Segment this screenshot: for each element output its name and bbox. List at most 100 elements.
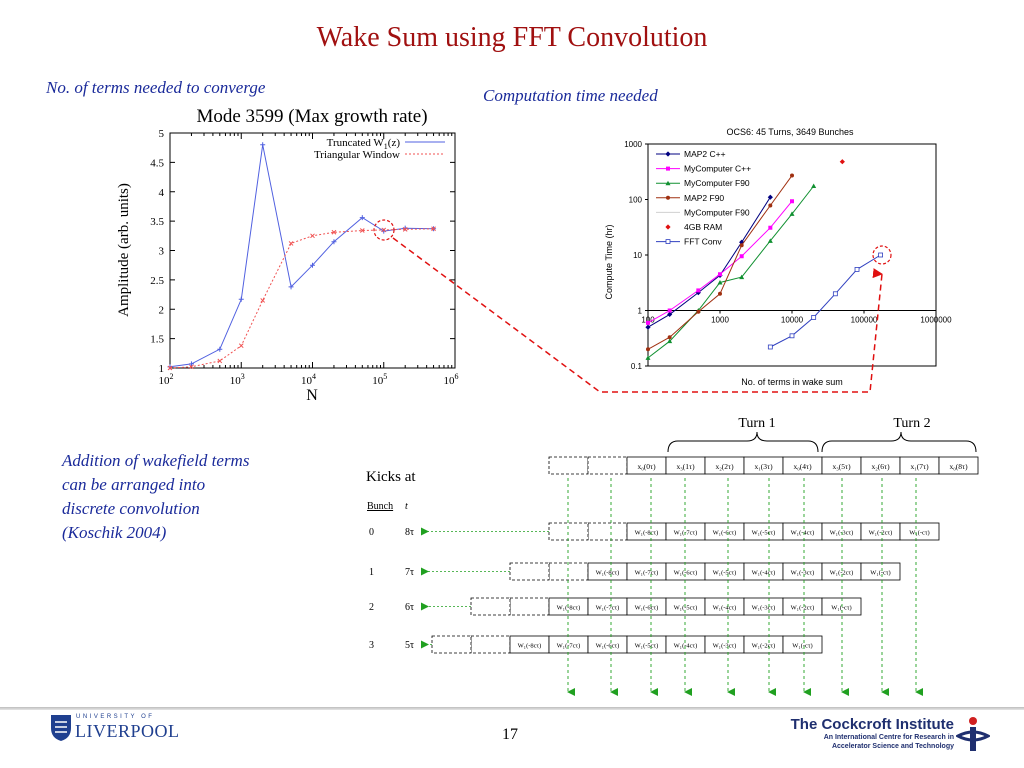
chart2-point — [646, 320, 650, 325]
chart2-point — [767, 238, 773, 243]
chart2-legend-marker — [666, 166, 670, 171]
chart1-point — [331, 239, 337, 245]
page-number: 17 — [502, 726, 518, 743]
chart1-xtick-label: 104 — [301, 372, 316, 387]
chart2-point — [739, 274, 745, 280]
chart2-legend-marker — [666, 195, 670, 200]
highlight-circle-fft — [872, 245, 892, 265]
chart2-ytick-label: 0.1 — [631, 362, 643, 371]
chart1-ylabel: Amplitude (arb. units) — [116, 183, 132, 317]
diagram-wake-cell-label: W₁(-5cτ) — [674, 605, 698, 612]
diagram-empty-cell — [587, 456, 628, 475]
figure-canvas: Mode 3599 (Max growth rate) 1 1.5 2 2.5 3 3.5… — [116, 106, 979, 696]
chart1-point — [310, 262, 315, 268]
diagram-bunch-label: 3 — [369, 640, 374, 651]
chart2-ytick-label: 1 — [638, 307, 643, 316]
diagram-wake-cell-label: W₁(-2cτ) — [830, 570, 854, 577]
chart2-point — [739, 239, 745, 245]
caption-time: Computation time needed — [483, 86, 658, 105]
chart2-legend-label: MAP2 F90 — [684, 193, 724, 203]
footer-rule — [0, 707, 1024, 710]
chart2-point — [768, 225, 773, 230]
chart2-legend-label: 4GB RAM — [684, 222, 722, 232]
chart1-point — [359, 228, 365, 233]
connector-arrow — [392, 237, 883, 393]
diagram-wake-cell — [782, 635, 823, 654]
diagram-wake-cell-label: W₁(-3cτ) — [791, 570, 815, 577]
diagram-wake-cell-label: W₁(-4cτ) — [752, 570, 776, 577]
chart2-legend-label: MyComputer C++ — [684, 164, 751, 174]
chart1-xtick-label: 105 — [372, 372, 387, 387]
turn1-label: Turn 1 — [738, 416, 775, 431]
diagram-wake-cell-label: W₁(-cτ) — [909, 530, 929, 537]
slide-title: Wake Sum using FFT Convolution — [316, 22, 708, 53]
liverpool-logo: UNIVERSITY OF LIVERPOOL — [50, 714, 179, 744]
diagram-wake-cell-label: W₁(-4cτ) — [674, 643, 698, 650]
chart2-xtick-label: 10000 — [781, 316, 804, 325]
turn2-label: Turn 2 — [893, 416, 930, 431]
diagram-top-cell-label: x₀(8τ) — [949, 462, 968, 471]
chart2-ytick-label: 10 — [633, 251, 642, 260]
chart1-ytick-label: 1.5 — [150, 334, 164, 346]
diagram-wake-cell-label: W₁(-6cτ) — [674, 570, 698, 577]
diagram-wake-cell-label: W₁(-6cτ) — [713, 530, 737, 537]
chart1-series-line — [169, 144, 434, 368]
chart2-point — [789, 333, 795, 339]
chart2-point — [696, 309, 701, 314]
diagram-empty-cell — [548, 456, 589, 475]
caption-addition-line: discrete convolution — [62, 499, 200, 518]
diagram-empty-cell — [509, 562, 550, 581]
diagram-wake-cell-label: W₁(-4cτ) — [713, 605, 737, 612]
chart2-point — [854, 267, 860, 272]
chart2-point — [646, 347, 650, 352]
chart1-point — [381, 227, 387, 233]
chart1-xtick-label: 106 — [444, 372, 459, 387]
chart2-point — [718, 272, 722, 277]
cockcroft-logo-sub2: Accelerator Science and Technology — [831, 743, 954, 750]
chart1-legend: Truncated W1(z) Triangular Window — [314, 137, 445, 161]
diagram-wake-cell-label: W₁(-3cτ) — [752, 605, 776, 612]
chart2-point — [645, 355, 651, 360]
diagram-empty-cell — [587, 522, 628, 541]
chart2-point — [667, 308, 672, 313]
chart1-point — [402, 226, 408, 232]
diagram-t-label: 6τ — [405, 602, 414, 613]
diagram-wake-cell-label: W₁(-cτ) — [831, 605, 851, 612]
diagram-top-cell-label: x₀(4τ) — [793, 462, 812, 471]
chart2-legend-marker — [665, 151, 671, 157]
chart1-point — [288, 241, 294, 246]
diagram-wake-cell-label: W₁(-7cτ) — [674, 530, 698, 537]
turn1-brace — [667, 431, 819, 453]
diagram-bunch-label: 0 — [369, 527, 374, 538]
caption-addition-line: Addition of wakefield terms — [62, 451, 250, 470]
diagram-empty-cell — [509, 597, 550, 616]
chart2-xtick-label: 1000 — [711, 316, 729, 325]
chart2-point — [717, 279, 723, 285]
chart1-xlabel: N — [306, 387, 318, 404]
chart1-ytick-label: 1 — [159, 363, 165, 375]
chart2-point — [789, 211, 795, 216]
chart1-ytick-label: 5 — [159, 128, 165, 140]
cockcroft-logo: The Cockcroft Institute An International… — [790, 714, 1020, 754]
chart-mode-3599: Mode 3599 (Max growth rate) 1 1.5 2 2.5 3 3.5… — [116, 106, 459, 404]
liverpool-crest-icon — [51, 715, 71, 741]
diagram-wake-cell-label: W₁(-6cτ) — [596, 643, 620, 650]
cockcroft-emblem-icon — [956, 717, 990, 751]
chart2-legend-label: FFT Conv — [684, 237, 722, 247]
chart2-point — [839, 159, 845, 165]
chart2-point — [768, 203, 773, 208]
diagram-top-cell-label: x₁(3τ) — [754, 462, 773, 471]
diagram-wake-cell — [821, 597, 862, 616]
diagram-empty-cell — [470, 635, 511, 654]
diagram-wake-cell-label: W₁(-2cτ) — [791, 605, 815, 612]
chart1-title: Mode 3599 (Max growth rate) — [196, 106, 427, 127]
diagram-wake-cell-label: W₁(-8cτ) — [635, 530, 659, 537]
chart1-ytick-label: 2.5 — [150, 275, 164, 287]
kicks-title: Kicks at — [366, 469, 416, 485]
chart2-xtick-label: 100000 — [851, 316, 878, 325]
caption-addition: Addition of wakefield terms can be arran… — [62, 449, 249, 545]
chart1-ytick-label: 2 — [159, 304, 165, 316]
chart2-ytick-label: 100 — [629, 196, 643, 205]
chart2-ylabel: Compute Time (hr) — [604, 224, 614, 299]
turn2-brace — [821, 431, 977, 453]
